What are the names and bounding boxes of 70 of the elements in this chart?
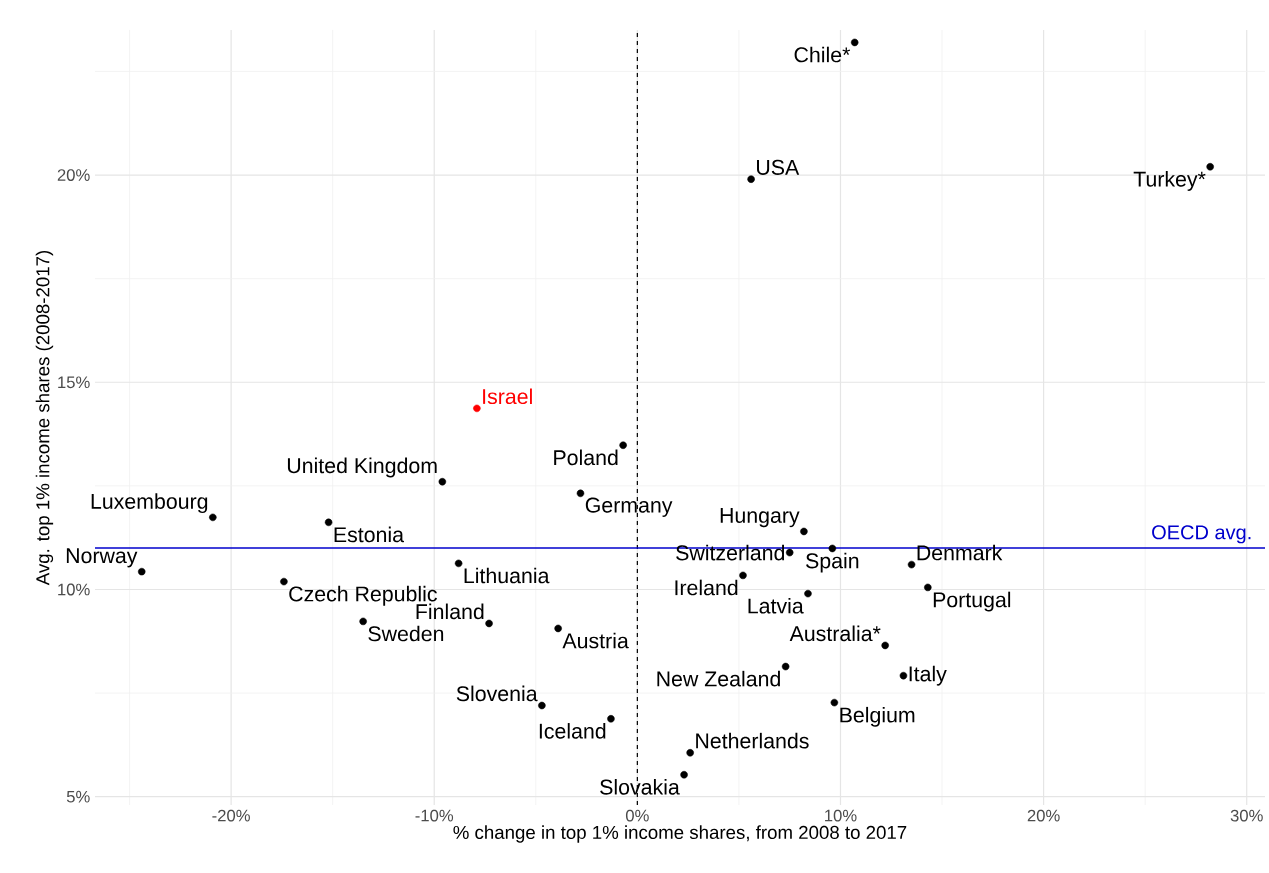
annotation: Norway [66, 548, 138, 568]
x-axis-title: % change in top 1% income shares, from 2008 to 2017 [453, 825, 907, 843]
point [619, 441, 627, 449]
y-tick-label: 5% [66, 790, 90, 803]
point [324, 518, 333, 527]
point [438, 477, 447, 486]
y-tick-label: 20% [57, 169, 90, 181]
ref-line-label: OECD avg. [1152, 525, 1251, 544]
point [924, 583, 932, 592]
annotation: United Kingdom [287, 457, 437, 478]
y-tick-label: 15% [58, 376, 90, 389]
annotation: Hungary [720, 508, 800, 528]
annotation: Slovenia [456, 685, 538, 702]
annotation: Chile* [794, 46, 851, 63]
annotation: USA [757, 159, 800, 175]
annotation: Lithuania [464, 567, 550, 584]
annotation: Estonia [334, 526, 405, 543]
annotation: Poland [554, 449, 618, 466]
point [800, 527, 808, 536]
annotation: Netherlands [696, 732, 809, 749]
point [485, 619, 493, 628]
annotation: Latvia [748, 597, 804, 614]
x-tick-label: 30% [1230, 809, 1263, 822]
point [781, 662, 790, 671]
point [899, 671, 908, 680]
annotation: Iceland [539, 723, 606, 739]
point [747, 175, 755, 183]
point [785, 548, 794, 557]
point [881, 641, 889, 650]
annotation: Slovakia [600, 779, 680, 795]
x-tick-label: -10% [415, 809, 454, 822]
annotation: Belgium [840, 706, 915, 727]
annotation: Portugal [933, 591, 1011, 612]
point [538, 701, 546, 710]
annotation: Germany [585, 497, 673, 517]
point [907, 560, 916, 569]
point [686, 749, 694, 757]
point [680, 770, 688, 779]
annotation: Australia* [789, 625, 881, 642]
point [576, 489, 585, 498]
annotation: Denmark [917, 544, 1003, 561]
annotation: Ireland [675, 579, 738, 596]
point [850, 38, 859, 47]
point [607, 715, 615, 723]
x-tick-label: 20% [1027, 809, 1060, 822]
point [473, 404, 481, 413]
annotation: Sweden [368, 625, 444, 642]
annotation: Luxembourg [91, 493, 208, 514]
point [554, 624, 562, 633]
annotation: Austria [562, 632, 629, 649]
point [454, 559, 463, 568]
point [1206, 163, 1214, 171]
point [209, 513, 217, 522]
point [137, 567, 146, 576]
y-tick-label: 10% [58, 583, 90, 596]
annotation: New Zealand [657, 670, 780, 687]
annotation: Italy [909, 665, 947, 686]
annotation: Israel [483, 388, 532, 405]
x-tick-label: -20% [212, 809, 250, 822]
point [280, 577, 288, 586]
annotation: Spain [806, 552, 859, 573]
point [739, 571, 747, 580]
point [830, 698, 839, 707]
point [359, 617, 367, 626]
annotation: Switzerland [676, 544, 785, 561]
y-axis-title: Avg. top 1% income shares (2008-2017) [35, 250, 54, 586]
x-tick-label: 10% [825, 809, 857, 822]
annotation: Turkey* [1133, 171, 1206, 191]
x-tick-label: 0% [625, 809, 649, 822]
point [804, 589, 812, 598]
